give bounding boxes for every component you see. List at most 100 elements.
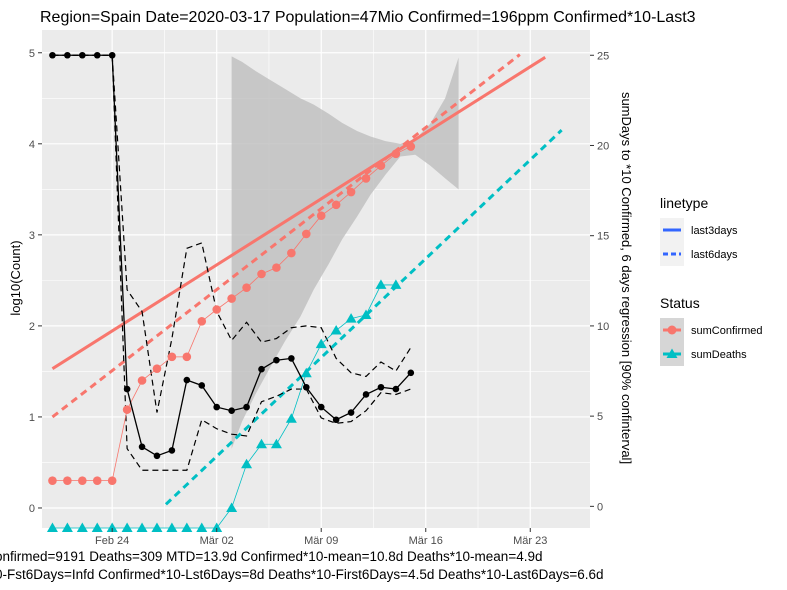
sumDeaths-point bbox=[106, 522, 118, 532]
y-tick-label: 2 bbox=[29, 321, 35, 333]
y-tick-label: 0 bbox=[29, 503, 35, 515]
caption-line-2: 0-Fst6Days=Infd Confirmed*10-Lst6Days=8d… bbox=[0, 567, 604, 582]
y2-tick-label: 15 bbox=[597, 231, 609, 243]
y-tick-label: 1 bbox=[29, 412, 35, 424]
days-point bbox=[258, 365, 265, 373]
sumDeaths-point bbox=[241, 458, 253, 469]
x-tick-label: Mär 02 bbox=[200, 535, 234, 547]
sumDeaths-point bbox=[255, 438, 267, 449]
sumConfirmed-point bbox=[376, 161, 386, 170]
sumDeaths-point bbox=[345, 313, 357, 323]
sumConfirmed-point bbox=[197, 317, 207, 326]
y2-tick-label: 0 bbox=[597, 501, 603, 513]
sumConfirmed-point bbox=[406, 142, 416, 151]
sumDeaths-point bbox=[285, 413, 297, 423]
days-point bbox=[228, 407, 235, 415]
y-tick-label: 5 bbox=[29, 48, 35, 60]
x-tick-label: Mär 23 bbox=[513, 535, 547, 547]
sumConfirmed-point bbox=[107, 476, 117, 485]
days-lower-bound bbox=[52, 54, 412, 471]
sumDeaths-point bbox=[121, 522, 133, 532]
days-point bbox=[168, 447, 176, 454]
y-axis-label: log10(Count) bbox=[8, 240, 23, 315]
sumDeaths-point bbox=[330, 324, 342, 335]
days-point bbox=[407, 369, 415, 377]
days-point bbox=[153, 452, 161, 460]
sumConfirmed-point bbox=[287, 248, 296, 258]
days-point bbox=[183, 376, 191, 384]
sumConfirmed-point bbox=[331, 200, 341, 210]
sumDeaths-point bbox=[151, 522, 163, 532]
sumConfirmed-point bbox=[152, 364, 162, 373]
sumConfirmed-point bbox=[78, 476, 87, 485]
sumDeaths-point bbox=[91, 522, 103, 532]
x-axis: Feb 24 Mär 02 Mär 09 Mär 16 Mär 23 bbox=[95, 528, 547, 547]
days-point bbox=[302, 383, 310, 391]
x-tick-label: Mär 16 bbox=[409, 535, 443, 547]
days-point bbox=[108, 51, 116, 59]
sumConfirmed-point bbox=[63, 476, 72, 485]
y-tick-label: 4 bbox=[29, 139, 35, 151]
y2-tick-label: 25 bbox=[597, 50, 609, 62]
legend-point-confirmed bbox=[667, 325, 677, 335]
sumDeaths-point bbox=[76, 522, 88, 532]
legend-status-title: Status bbox=[660, 295, 700, 311]
confirmed_last3days-line bbox=[51, 56, 547, 370]
y-axis-left: 0 1 2 3 4 5 bbox=[29, 48, 42, 515]
legend: linetype last3days last6days Status sumC… bbox=[660, 195, 763, 366]
days-point bbox=[93, 51, 101, 59]
days-point bbox=[392, 385, 400, 393]
sumConfirmed-point bbox=[227, 294, 236, 303]
sumConfirmed-point bbox=[92, 476, 102, 485]
sumDeaths-point bbox=[46, 522, 58, 532]
sumDeaths-point bbox=[315, 338, 327, 349]
sumDeaths-point bbox=[196, 522, 208, 532]
sumDeaths-point bbox=[360, 309, 372, 319]
sumConfirmed-point bbox=[242, 283, 251, 292]
sumConfirmed-point bbox=[346, 187, 356, 197]
legend-label-last6days: last6days bbox=[691, 249, 738, 261]
x-tick-label: Feb 24 bbox=[95, 535, 129, 547]
sumConfirmed-point bbox=[257, 269, 266, 279]
sumDeaths-point bbox=[270, 438, 282, 449]
sumConfirmed-point bbox=[167, 352, 177, 362]
sumConfirmed-point bbox=[272, 263, 281, 272]
sumConfirmed-point bbox=[316, 211, 326, 221]
sumDeaths-point bbox=[211, 522, 223, 532]
sumConfirmed-point bbox=[212, 305, 222, 314]
sumDeaths-point bbox=[226, 502, 238, 512]
legend-linetype-title: linetype bbox=[660, 195, 708, 211]
y-axis-right: 0 5 10 15 20 25 bbox=[590, 50, 609, 513]
sumDeaths-point bbox=[136, 522, 148, 532]
days-point bbox=[273, 356, 280, 364]
days-point bbox=[362, 391, 370, 398]
sumConfirmed-point bbox=[137, 376, 147, 385]
sumConfirmed-point bbox=[301, 229, 311, 239]
deaths_last6days-line bbox=[164, 129, 563, 506]
y2-axis-label: sumDays to *10 Confirmed, 6 days regress… bbox=[619, 92, 634, 464]
days-point bbox=[332, 416, 340, 424]
confidence-ribbon bbox=[231, 56, 459, 449]
caption-line-1: onfirmed=9191 Deaths=309 MTD=13.9d Confi… bbox=[0, 549, 542, 564]
sumDeaths-point bbox=[166, 522, 178, 532]
days-point bbox=[198, 382, 206, 389]
days-point bbox=[64, 51, 71, 59]
y2-tick-label: 10 bbox=[597, 321, 609, 333]
sumConfirmed-point bbox=[361, 174, 371, 183]
sumConfirmed-point bbox=[182, 352, 192, 362]
data-series bbox=[46, 51, 416, 532]
days-upper-bound bbox=[52, 54, 412, 413]
days-point bbox=[347, 409, 355, 416]
days-point bbox=[49, 51, 56, 59]
sumDeaths-point bbox=[300, 367, 312, 378]
regression-lines bbox=[51, 53, 563, 506]
days-point bbox=[377, 383, 385, 391]
sumConfirmed-point bbox=[122, 405, 132, 414]
confirmed_last6days-line bbox=[51, 53, 521, 419]
grid-lines bbox=[42, 30, 590, 528]
y-tick-label: 3 bbox=[29, 230, 35, 242]
y2-tick-label: 5 bbox=[597, 411, 603, 423]
x-tick-label: Mär 09 bbox=[304, 535, 338, 547]
sumDeaths-point bbox=[181, 522, 193, 532]
